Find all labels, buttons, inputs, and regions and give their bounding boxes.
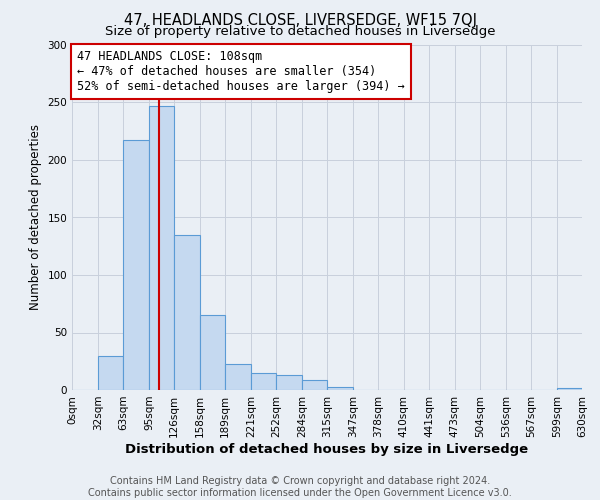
Bar xyxy=(557,388,582,390)
Y-axis label: Number of detached properties: Number of detached properties xyxy=(29,124,42,310)
Bar xyxy=(251,373,276,390)
Bar xyxy=(276,375,302,390)
Text: 47 HEADLANDS CLOSE: 108sqm
← 47% of detached houses are smaller (354)
52% of sem: 47 HEADLANDS CLOSE: 108sqm ← 47% of deta… xyxy=(77,50,405,93)
Bar xyxy=(123,140,149,390)
Bar xyxy=(149,106,174,390)
Text: Size of property relative to detached houses in Liversedge: Size of property relative to detached ho… xyxy=(105,25,495,38)
Bar xyxy=(225,364,251,390)
Bar xyxy=(327,386,353,390)
Bar xyxy=(174,235,200,390)
X-axis label: Distribution of detached houses by size in Liversedge: Distribution of detached houses by size … xyxy=(125,442,529,456)
Bar xyxy=(302,380,327,390)
Bar xyxy=(98,356,123,390)
Text: 47, HEADLANDS CLOSE, LIVERSEDGE, WF15 7QJ: 47, HEADLANDS CLOSE, LIVERSEDGE, WF15 7Q… xyxy=(124,12,476,28)
Bar xyxy=(200,316,225,390)
Text: Contains HM Land Registry data © Crown copyright and database right 2024.
Contai: Contains HM Land Registry data © Crown c… xyxy=(88,476,512,498)
